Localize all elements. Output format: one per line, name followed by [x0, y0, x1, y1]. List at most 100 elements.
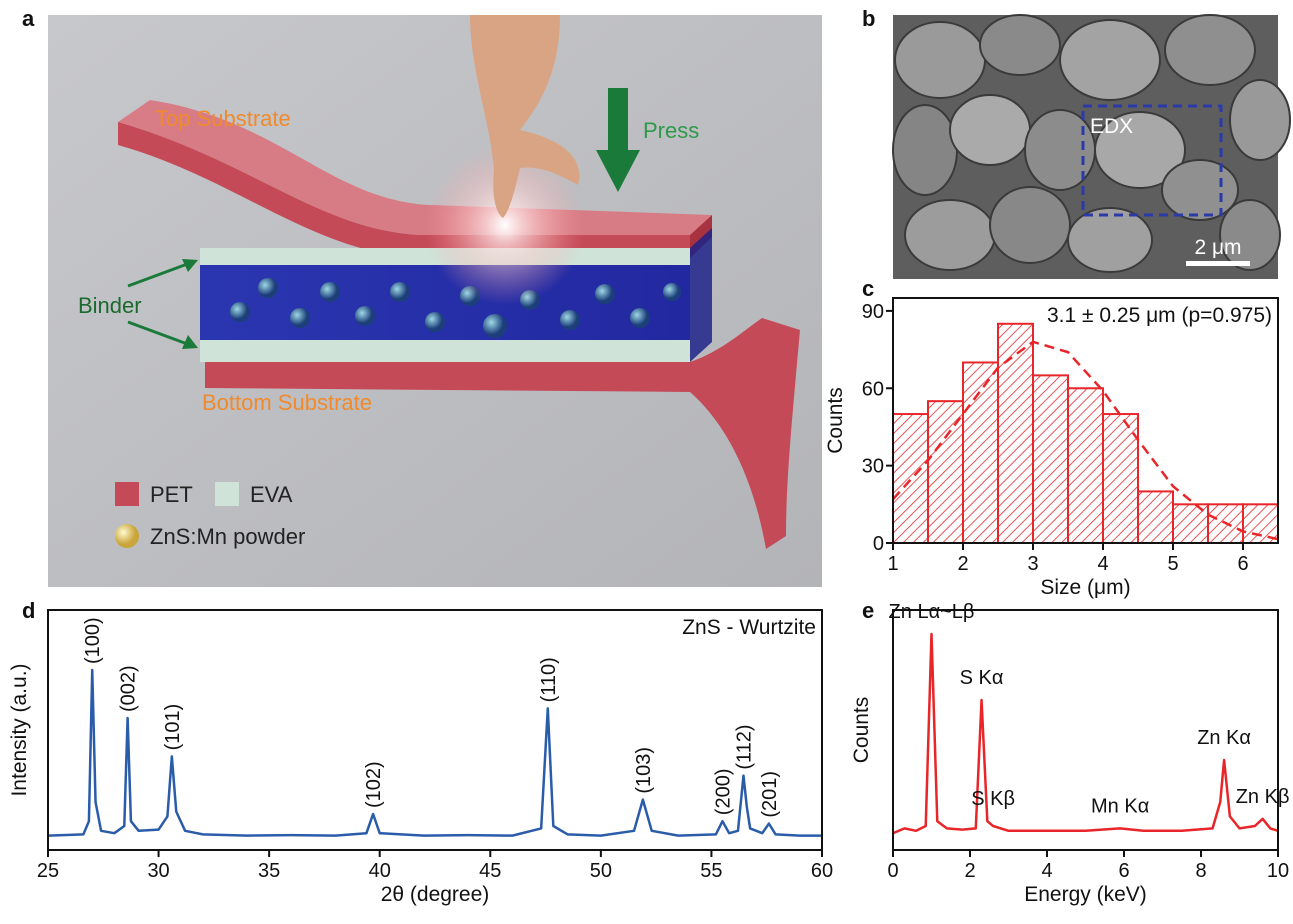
- label-top-substrate: Top Substrate: [155, 106, 291, 131]
- x-tick-label: 3: [1027, 553, 1038, 575]
- x-tick-label: 60: [811, 860, 833, 882]
- edx-label: EDX: [1090, 115, 1133, 138]
- grain: [1068, 208, 1152, 272]
- x-tick-label: 30: [147, 860, 169, 882]
- legend-label: ZnS:Mn powder: [150, 524, 305, 549]
- panel-label: e: [862, 598, 874, 623]
- particle: [663, 283, 681, 301]
- grain: [1230, 80, 1290, 160]
- panel-label: d: [22, 598, 35, 623]
- spectrum-line: [48, 670, 822, 836]
- y-axis-label: Counts: [824, 387, 847, 454]
- panel-label: c: [862, 276, 874, 301]
- y-axis-label: Intensity (a.u.): [8, 663, 31, 796]
- x-tick-label: 1: [887, 553, 898, 575]
- histogram-bar: [893, 414, 928, 543]
- histogram-bar: [1138, 491, 1173, 543]
- grain: [1162, 160, 1238, 220]
- x-tick-label: 2: [964, 860, 975, 882]
- peak-label: (002): [118, 665, 140, 712]
- scale-bar: [1186, 261, 1250, 266]
- particle: [630, 308, 650, 328]
- label-binder: Binder: [78, 293, 142, 318]
- grain: [950, 95, 1030, 165]
- x-axis-label: Energy (keV): [1024, 883, 1147, 906]
- peak-label: Zn Kα: [1197, 727, 1251, 749]
- particle: [258, 278, 278, 298]
- label-bottom-substrate: Bottom Substrate: [202, 390, 372, 415]
- page: a b c d e Top Substrate Press Binder Bot…: [0, 0, 1293, 924]
- particle: [320, 282, 340, 302]
- grain: [895, 22, 985, 98]
- peak-label: S Kβ: [971, 788, 1015, 810]
- panel-label: a: [22, 6, 35, 31]
- peak-label: Mn Kα: [1091, 795, 1149, 817]
- legend-label: EVA: [250, 482, 293, 507]
- x-tick-label: 10: [1267, 860, 1289, 882]
- x-tick-label: 45: [479, 860, 501, 882]
- y-tick-label: 90: [862, 301, 884, 323]
- y-tick-label: 0: [873, 533, 884, 555]
- y-tick-label: 30: [862, 456, 884, 478]
- histogram-bar: [963, 362, 998, 543]
- particle: [595, 284, 615, 304]
- x-tick-label: 25: [37, 860, 59, 882]
- grain: [893, 105, 957, 195]
- peak-label: (110): [538, 657, 560, 702]
- histogram-bar: [1068, 388, 1103, 543]
- x-axis-label: Size (μm): [1040, 576, 1130, 599]
- peak-label: (103): [633, 747, 655, 794]
- histogram-bar: [998, 324, 1033, 543]
- x-tick-label: 40: [369, 860, 391, 882]
- peak-label: Zn Kβ: [1236, 786, 1290, 808]
- legend-label: PET: [150, 482, 193, 507]
- grain: [990, 187, 1070, 263]
- particle: [390, 282, 410, 302]
- label-press: Press: [643, 118, 699, 143]
- histogram-bar: [1033, 375, 1068, 543]
- x-tick-label: 2: [957, 553, 968, 575]
- x-tick-label: 6: [1237, 553, 1248, 575]
- x-tick-label: 50: [590, 860, 612, 882]
- grain: [905, 200, 995, 270]
- peak-label: S Kα: [960, 667, 1004, 689]
- panel-label: b: [862, 6, 875, 31]
- y-tick-label: 60: [862, 378, 884, 400]
- particle: [425, 312, 445, 332]
- x-tick-label: 55: [700, 860, 722, 882]
- x-tick-label: 8: [1195, 860, 1206, 882]
- grain: [1220, 200, 1280, 270]
- particle: [230, 302, 250, 322]
- legend-swatch: [115, 524, 139, 548]
- particle: [290, 308, 310, 328]
- illustration: Top Substrate Press Binder Bottom Substr…: [48, 15, 822, 587]
- annotation: 3.1 ± 0.25 μm (p=0.975): [1047, 304, 1272, 327]
- particle: [560, 310, 580, 330]
- peak-label: (112): [733, 724, 755, 769]
- peak-label: Zn Lα~Lβ: [889, 601, 975, 623]
- y-axis-label: Counts: [850, 697, 873, 764]
- x-tick-label: 4: [1097, 553, 1108, 575]
- x-tick-label: 35: [258, 860, 280, 882]
- x-tick-label: 5: [1167, 553, 1178, 575]
- grain: [1060, 20, 1160, 100]
- press-arrow: [608, 88, 628, 152]
- annotation: ZnS - Wurtzite: [682, 616, 816, 639]
- eva-bottom: [200, 340, 690, 362]
- x-tick-label: 6: [1118, 860, 1129, 882]
- sem-image: EDX 2 μm: [893, 15, 1290, 279]
- x-axis-label: 2θ (degree): [381, 883, 490, 906]
- x-tick-label: 0: [887, 860, 898, 882]
- particle: [355, 306, 375, 326]
- layer-side: [690, 228, 712, 362]
- legend-swatch: [115, 482, 139, 506]
- peak-label: (101): [162, 704, 184, 751]
- peak-label: (102): [363, 761, 385, 808]
- grain: [980, 15, 1060, 75]
- x-tick-label: 4: [1041, 860, 1052, 882]
- legend-swatch: [215, 482, 239, 506]
- peak-label: (200): [712, 768, 734, 815]
- particle: [483, 314, 507, 338]
- peak-label: (201): [759, 771, 781, 818]
- grain: [1165, 15, 1255, 85]
